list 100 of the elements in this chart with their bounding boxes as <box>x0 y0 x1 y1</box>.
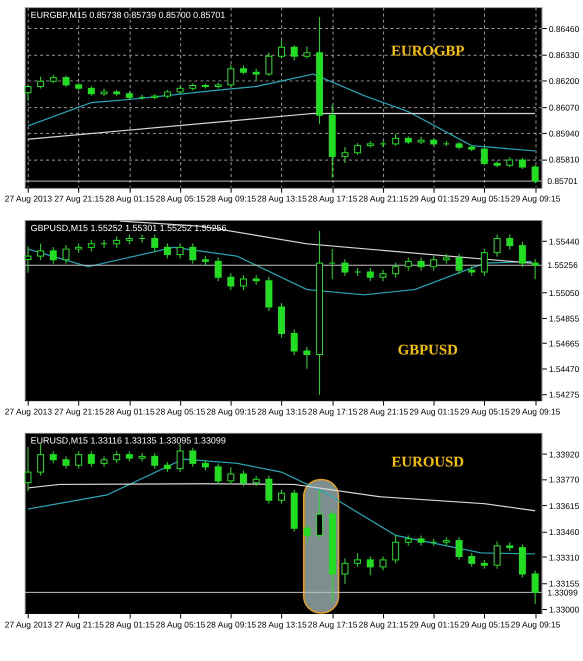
candlestick <box>404 256 412 272</box>
candlestick <box>164 242 171 259</box>
candlestick <box>366 268 374 282</box>
x-tick-label: 27 Aug 2013 <box>4 194 52 204</box>
candlestick <box>202 255 209 266</box>
x-tick-label: 28 Aug 09:15 <box>206 194 256 204</box>
candlestick <box>354 552 362 568</box>
candlestick <box>494 541 501 570</box>
candlestick <box>227 466 234 485</box>
candlestick <box>189 447 196 468</box>
y-tick-label: 1.33310 <box>548 552 580 562</box>
annotation: EUROGBP <box>391 43 464 60</box>
candlestick <box>240 470 247 487</box>
candlestick <box>456 253 462 275</box>
candlestick <box>227 272 234 290</box>
candlestick <box>404 535 412 546</box>
candlestick <box>214 256 222 282</box>
y-tick-label: 1.33000 <box>548 604 580 615</box>
candlestick <box>354 142 362 156</box>
candlestick <box>341 146 348 164</box>
candlestick <box>303 346 310 370</box>
line-series <box>27 483 536 512</box>
y-tick-label: 1.54665 <box>548 338 580 348</box>
x-tick-label: 29 Aug 09:15 <box>510 619 561 630</box>
candlestick <box>518 157 526 170</box>
candlestick <box>328 248 336 280</box>
candlestick <box>379 269 386 282</box>
x-tick-label: 28 Aug 21:15 <box>358 194 409 204</box>
x-tick-label: 28 Aug 05:15 <box>156 406 206 416</box>
annotation: GBPUSD <box>398 342 458 359</box>
candlestick <box>240 274 247 290</box>
y-tick-label: 1.33155 <box>548 578 580 588</box>
candlestick <box>290 329 298 356</box>
candlestick <box>468 266 476 276</box>
x-tick-label: 28 Aug 13:15 <box>257 619 308 630</box>
candlestick <box>176 242 184 259</box>
line-series <box>27 246 533 296</box>
candlestick <box>202 459 209 471</box>
candlestick <box>252 475 260 487</box>
chart-title: EURGBP,M15 0.85738 0.85739 0.85700 0.85701 <box>30 10 226 20</box>
candlestick <box>62 456 70 470</box>
x-tick-label: 28 Aug 13:15 <box>257 194 308 204</box>
candlestick <box>341 258 348 276</box>
x-tick-label: 29 Aug 05:15 <box>460 619 510 630</box>
candlestick <box>316 489 324 540</box>
candlestick <box>354 268 362 276</box>
candlestick <box>75 242 82 254</box>
x-tick-label: 28 Aug 05:15 <box>156 619 206 630</box>
x-tick-label: 29 Aug 01:15 <box>409 619 460 630</box>
ref-line-label: 0.85701 <box>547 176 578 186</box>
annotation: EUROUSD <box>392 454 464 471</box>
candlestick <box>189 242 196 264</box>
candlestick <box>214 463 222 485</box>
candlestick <box>138 234 146 243</box>
candlestick <box>151 234 158 252</box>
candlestick <box>518 241 526 268</box>
candlestick <box>303 524 310 542</box>
candlestick <box>480 248 488 276</box>
y-tick-label: 1.54275 <box>548 390 580 400</box>
x-tick-label: 28 Aug 01:15 <box>105 406 155 416</box>
x-tick-label: 28 Aug 09:15 <box>206 406 256 416</box>
candlestick <box>366 556 374 576</box>
x-tick-label: 28 Aug 21:15 <box>358 406 409 416</box>
y-tick-label: 1.54470 <box>548 364 580 374</box>
x-tick-label: 28 Aug 13:15 <box>257 406 308 416</box>
candlestick <box>265 52 272 77</box>
candlestick <box>532 164 539 184</box>
candlestick <box>506 234 514 250</box>
y-tick-label: 1.33770 <box>548 474 580 485</box>
candlestick <box>88 239 95 252</box>
candlestick <box>418 535 424 546</box>
candlestick <box>341 558 348 584</box>
x-tick-label: 28 Aug 21:15 <box>358 619 409 630</box>
candlestick <box>164 461 171 472</box>
candlestick <box>62 75 70 88</box>
x-tick-label: 27 Aug 2013 <box>4 406 52 416</box>
candlestick <box>88 86 95 96</box>
ref-line-label: 1.55256 <box>547 260 578 270</box>
y-tick-label: 0.86200 <box>548 76 580 86</box>
candlestick <box>113 236 120 248</box>
candlestick <box>100 456 108 468</box>
candlestick <box>37 243 44 261</box>
candlestick <box>456 536 462 560</box>
x-tick-label: 27 Aug 21:15 <box>54 194 104 204</box>
candlestick <box>468 552 476 568</box>
candlestick <box>37 443 44 476</box>
y-tick-label: 1.33460 <box>548 526 580 537</box>
candlestick <box>151 452 158 470</box>
x-tick-label: 27 Aug 21:15 <box>54 406 104 416</box>
x-tick-label: 29 Aug 05:15 <box>460 406 510 416</box>
x-tick-label: 27 Aug 2013 <box>4 619 52 630</box>
x-tick-label: 28 Aug 01:15 <box>105 619 155 630</box>
y-tick-label: 0.85940 <box>548 128 580 138</box>
candlestick <box>442 253 450 264</box>
y-tick-label: 0.86460 <box>548 24 580 34</box>
x-tick-label: 27 Aug 21:15 <box>54 619 104 630</box>
candlestick <box>176 443 184 472</box>
candlestick <box>88 450 95 468</box>
candlestick <box>126 234 133 245</box>
x-tick-label: 28 Aug 09:15 <box>206 619 256 630</box>
